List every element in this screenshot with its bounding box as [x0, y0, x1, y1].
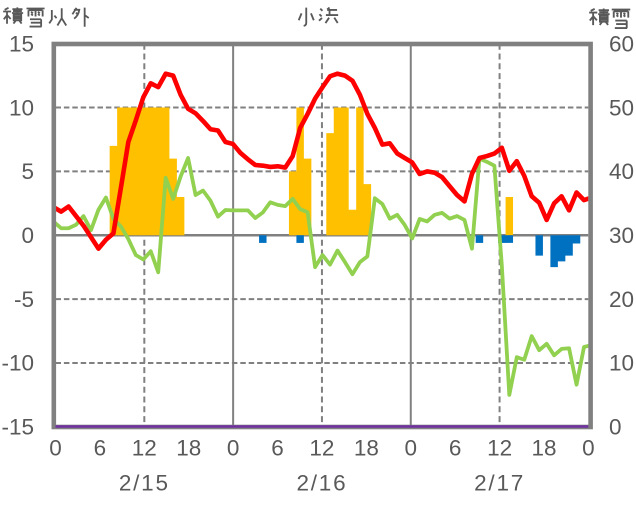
svg-text:30: 30 [609, 223, 634, 248]
svg-text:18: 18 [531, 436, 556, 461]
svg-text:-5: -5 [14, 287, 34, 312]
svg-text:5: 5 [21, 159, 34, 184]
svg-text:10: 10 [9, 95, 34, 120]
svg-text:-10: -10 [1, 351, 34, 376]
svg-text:2/17: 2/17 [474, 471, 525, 496]
svg-text:0: 0 [405, 436, 418, 461]
svg-text:0: 0 [21, 223, 34, 248]
svg-text:0: 0 [609, 415, 622, 440]
svg-text:0: 0 [227, 436, 240, 461]
svg-text:10: 10 [609, 351, 634, 376]
svg-text:-15: -15 [1, 415, 34, 440]
svg-text:2/16: 2/16 [296, 471, 347, 496]
svg-text:50: 50 [609, 95, 634, 120]
svg-text:12: 12 [309, 436, 334, 461]
svg-text:6: 6 [94, 436, 107, 461]
svg-text:0: 0 [582, 436, 595, 461]
svg-text:6: 6 [449, 436, 462, 461]
svg-text:0: 0 [49, 436, 62, 461]
svg-text:6: 6 [271, 436, 284, 461]
svg-text:60: 60 [609, 31, 634, 56]
svg-text:12: 12 [132, 436, 157, 461]
svg-text:15: 15 [9, 31, 34, 56]
svg-text:40: 40 [609, 159, 634, 184]
svg-text:18: 18 [176, 436, 201, 461]
svg-text:18: 18 [354, 436, 379, 461]
svg-text:20: 20 [609, 287, 634, 312]
svg-text:2/15: 2/15 [119, 471, 170, 496]
svg-text:12: 12 [487, 436, 512, 461]
